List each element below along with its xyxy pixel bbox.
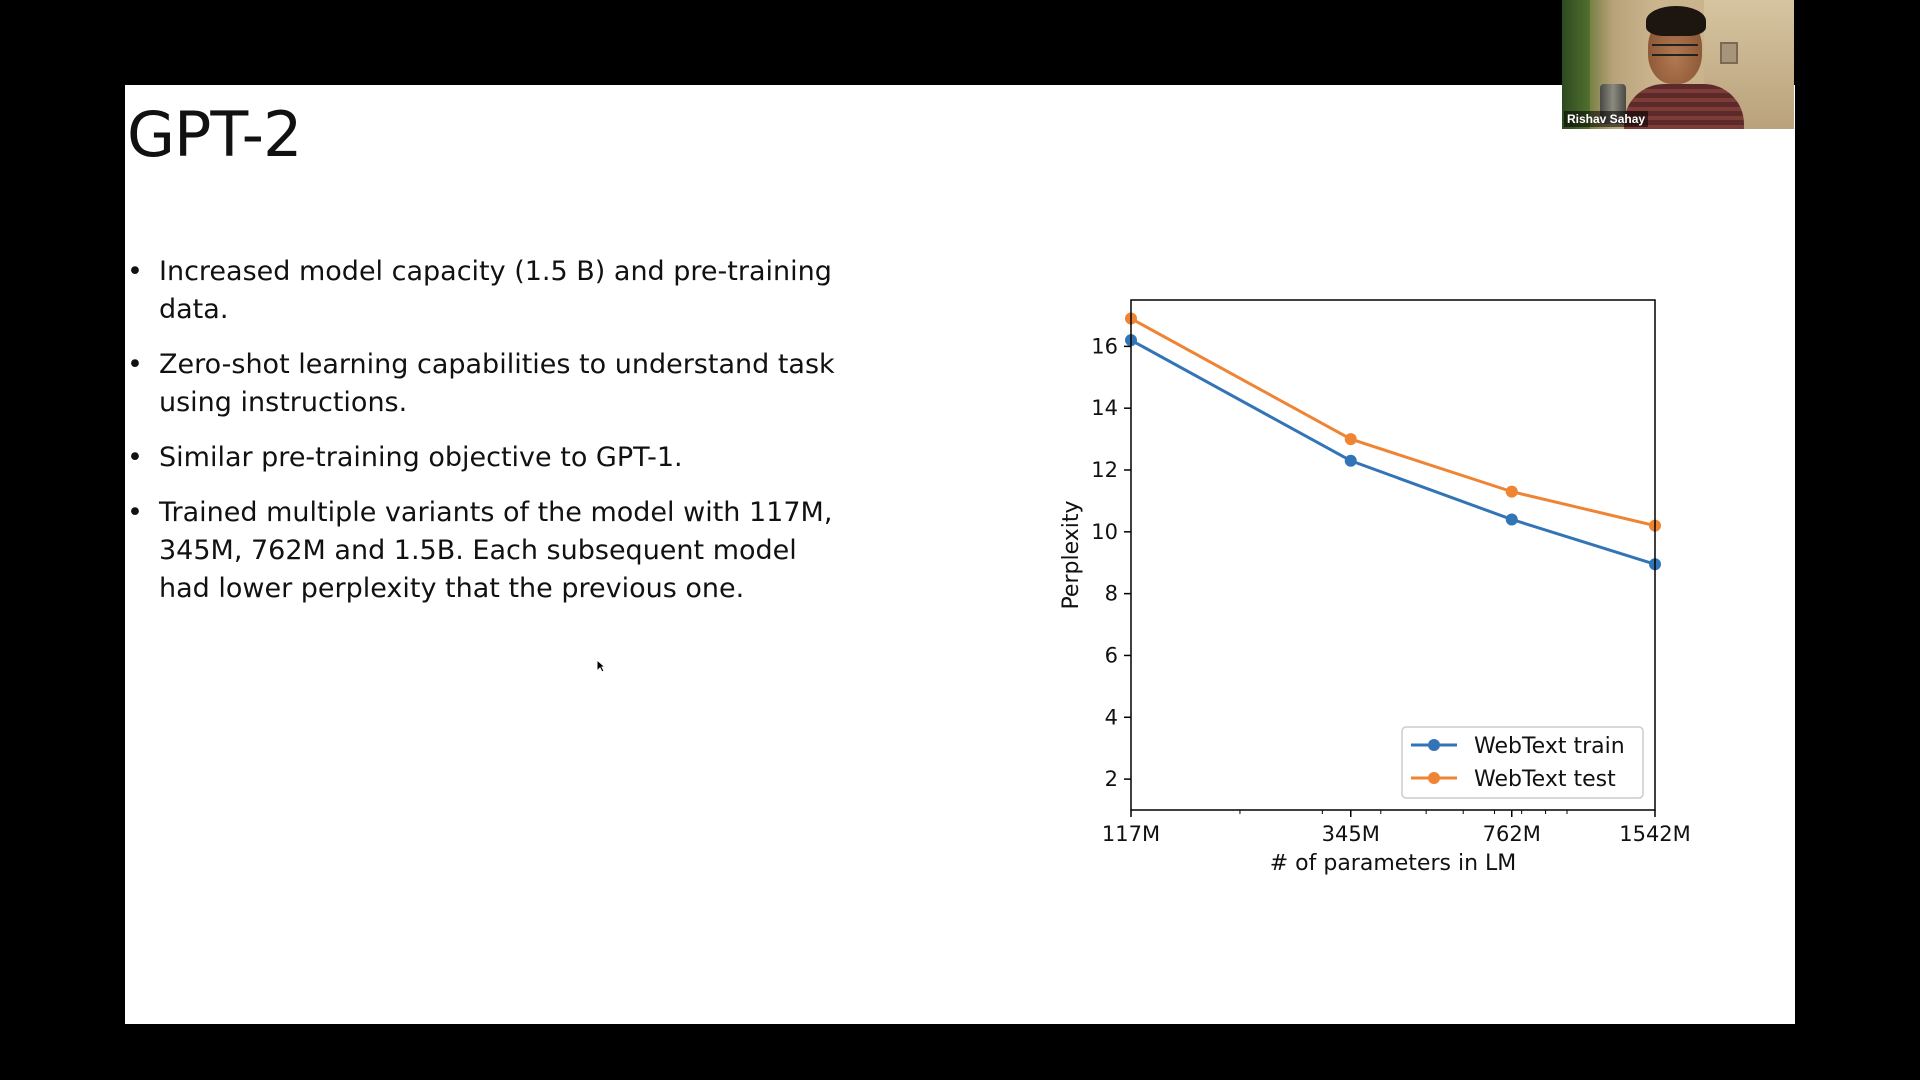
bullet-text: Increased model capacity (1.5 B) and pre…: [159, 256, 832, 325]
bullet-text: Similar pre-training objective to GPT-1.: [159, 442, 683, 473]
y-tick-label: 10: [1091, 520, 1118, 544]
slide-title: GPT-2: [127, 98, 302, 171]
y-tick-label: 4: [1105, 705, 1118, 729]
video-person-glasses: [1652, 44, 1698, 56]
data-point-train: [1505, 513, 1518, 526]
participant-name: Rishav Sahay: [1564, 111, 1649, 127]
data-point-test: [1344, 433, 1357, 446]
data-point-train: [1344, 454, 1357, 467]
legend: WebText train WebText test: [1401, 726, 1644, 799]
bullet-item: • Zero-shot learning capabilities to unde…: [127, 346, 847, 422]
series-line-test: [1130, 317, 1656, 528]
y-axis-label: Perplexity: [1059, 500, 1084, 609]
bullet-item: • Similar pre-training objective to GPT-1…: [127, 439, 847, 477]
y-tick-label: 6: [1105, 643, 1118, 667]
bullet-text: Zero-shot learning capabilities to under…: [159, 349, 835, 418]
series-line-train: [1130, 338, 1656, 566]
bullet-text: Trained multiple variants of the model w…: [159, 497, 833, 604]
legend-marker-train: [1428, 739, 1440, 751]
x-tick-label: 1542M: [1619, 822, 1691, 846]
mouse-cursor-icon: [596, 659, 606, 673]
legend-label-train: WebText train: [1474, 734, 1625, 759]
y-tick-label: 14: [1091, 396, 1118, 420]
bullet-dot: •: [127, 442, 143, 473]
bullet-dot: •: [127, 256, 143, 287]
legend-label-test: WebText test: [1474, 767, 1616, 792]
legend-marker-test: [1428, 772, 1440, 784]
video-wall-frame: [1720, 42, 1738, 64]
y-tick-label: 2: [1105, 767, 1118, 791]
legend-box: [1401, 726, 1644, 799]
video-person-hair: [1646, 6, 1706, 36]
slide: [125, 85, 1795, 1024]
x-tick-label: 762M: [1483, 822, 1541, 846]
video-plant: [1562, 0, 1590, 129]
y-tick-label: 8: [1105, 582, 1118, 606]
data-point-test: [1505, 485, 1518, 498]
x-tick-label: 345M: [1322, 822, 1380, 846]
plot-frame: [1130, 299, 1656, 811]
bullet-list: • Increased model capacity (1.5 B) and pr…: [127, 253, 847, 625]
x-axis-label: # of parameters in LM: [1270, 851, 1517, 876]
bullet-item: • Increased model capacity (1.5 B) and pr…: [127, 253, 847, 329]
bullet-item: • Trained multiple variants of the model …: [127, 494, 847, 608]
y-tick-label: 12: [1091, 458, 1118, 482]
y-tick-label: 16: [1091, 334, 1118, 358]
x-tick-label: 117M: [1102, 822, 1160, 846]
participant-video-tile[interactable]: Rishav Sahay: [1562, 0, 1794, 129]
bullet-dot: •: [127, 497, 143, 528]
bullet-dot: •: [127, 349, 143, 380]
